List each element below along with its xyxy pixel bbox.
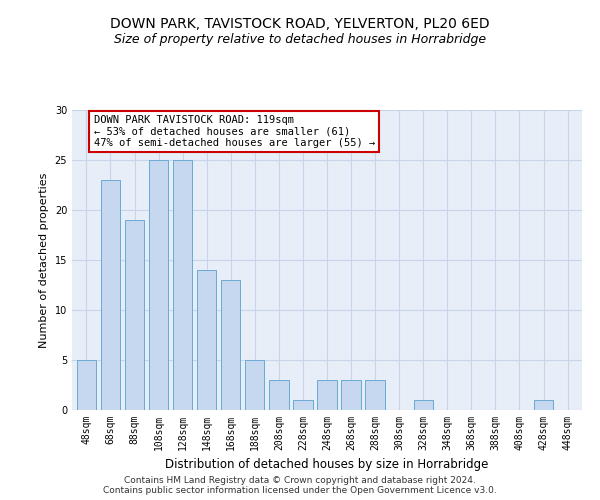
Bar: [101, 180, 120, 410]
Bar: [77, 360, 96, 410]
Y-axis label: Number of detached properties: Number of detached properties: [39, 172, 49, 348]
Text: Size of property relative to detached houses in Horrabridge: Size of property relative to detached ho…: [114, 32, 486, 46]
Bar: [125, 220, 144, 410]
Bar: [413, 400, 433, 410]
Bar: [534, 400, 553, 410]
Bar: [293, 400, 313, 410]
Text: Contains HM Land Registry data © Crown copyright and database right 2024.: Contains HM Land Registry data © Crown c…: [124, 476, 476, 485]
Text: Contains public sector information licensed under the Open Government Licence v3: Contains public sector information licen…: [103, 486, 497, 495]
Bar: [173, 160, 192, 410]
Bar: [317, 380, 337, 410]
Bar: [341, 380, 361, 410]
Text: DOWN PARK, TAVISTOCK ROAD, YELVERTON, PL20 6ED: DOWN PARK, TAVISTOCK ROAD, YELVERTON, PL…: [110, 18, 490, 32]
Bar: [245, 360, 265, 410]
Bar: [149, 160, 168, 410]
Bar: [221, 280, 241, 410]
Text: DOWN PARK TAVISTOCK ROAD: 119sqm
← 53% of detached houses are smaller (61)
47% o: DOWN PARK TAVISTOCK ROAD: 119sqm ← 53% o…: [94, 115, 375, 148]
Bar: [197, 270, 217, 410]
Bar: [365, 380, 385, 410]
X-axis label: Distribution of detached houses by size in Horrabridge: Distribution of detached houses by size …: [166, 458, 488, 471]
Bar: [269, 380, 289, 410]
